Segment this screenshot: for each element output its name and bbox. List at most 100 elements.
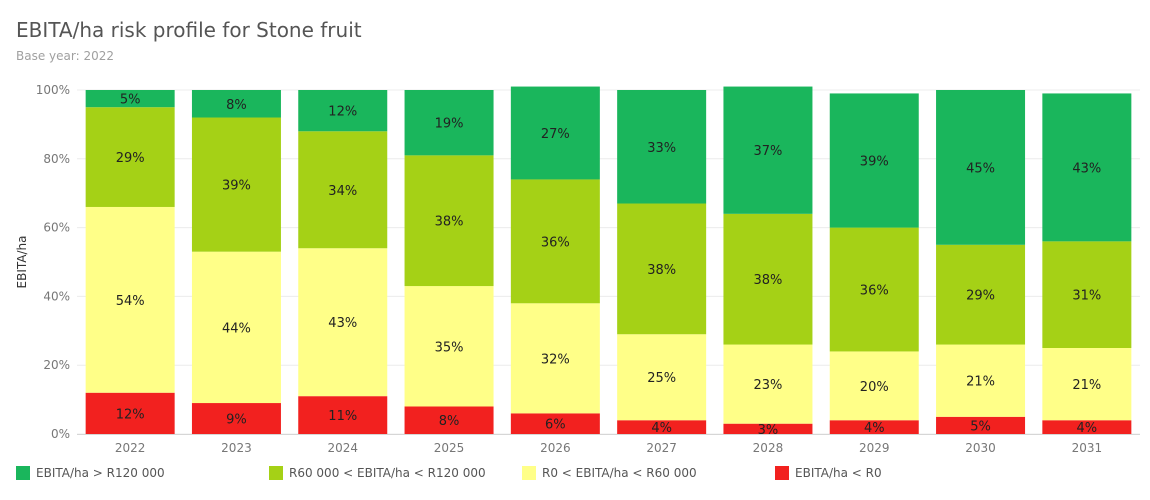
- bar-segment: [1042, 93, 1132, 242]
- bar-segment: [298, 131, 388, 249]
- bar-segment: [298, 248, 388, 397]
- data-label: 19%: [435, 117, 464, 132]
- data-label: 33%: [647, 141, 676, 156]
- data-label: 4%: [864, 421, 885, 436]
- bar-segment: [404, 90, 494, 156]
- bar-segment: [936, 244, 1026, 345]
- data-label: 43%: [328, 316, 357, 331]
- data-label: 21%: [966, 375, 995, 390]
- legend-item-gt-r120000[interactable]: EBITA/ha > R120 000: [16, 466, 165, 480]
- data-label: 12%: [116, 407, 145, 422]
- x-tick-label: 2026: [540, 441, 571, 455]
- data-label: 31%: [1072, 289, 1101, 304]
- bar-segment: [85, 206, 175, 393]
- x-tick-label: 2025: [434, 441, 465, 455]
- bar-segment: [936, 90, 1026, 245]
- bar-segment: [510, 86, 600, 180]
- y-tick-label: 80%: [43, 152, 70, 166]
- data-label: 11%: [328, 409, 357, 424]
- data-label: 27%: [541, 127, 570, 142]
- legend: EBITA/ha > R120 000 R60 000 < EBITA/ha <…: [0, 466, 1150, 486]
- bar-segment: [829, 93, 919, 228]
- legend-swatch: [775, 466, 789, 480]
- bar-segment: [829, 227, 919, 352]
- data-label: 6%: [545, 418, 566, 433]
- legend-item-lt-r0[interactable]: EBITA/ha < R0: [775, 466, 882, 480]
- bar-segment: [510, 179, 600, 304]
- data-label: 39%: [860, 155, 889, 170]
- bar-segment: [191, 403, 281, 434]
- x-tick-label: 2027: [646, 441, 677, 455]
- data-label: 3%: [758, 423, 779, 438]
- legend-item-r0-r60000[interactable]: R0 < EBITA/ha < R60 000: [522, 466, 697, 480]
- data-label: 29%: [966, 289, 995, 304]
- y-tick-label: 0%: [51, 427, 70, 441]
- legend-item-r60000-r120000[interactable]: R60 000 < EBITA/ha < R120 000: [269, 466, 486, 480]
- bar-segment: [85, 90, 175, 108]
- chart-title: EBITA/ha risk profile for Stone fruit: [16, 18, 362, 42]
- data-label: 38%: [647, 263, 676, 278]
- bar-segment: [191, 251, 281, 404]
- data-label: 4%: [651, 421, 672, 436]
- bar-segment: [723, 86, 813, 214]
- bar-segment: [404, 286, 494, 407]
- data-label: 9%: [226, 413, 247, 428]
- data-label: 54%: [116, 294, 145, 309]
- bar-segment: [617, 334, 707, 421]
- bar-segment: [617, 203, 707, 335]
- data-label: 38%: [753, 273, 782, 288]
- stacked-bar-chart: 12% 54% 29% 5% 9% 44% 39% 8% 11% 43% 34% 12% 8% 35% 38…: [15, 83, 1140, 455]
- data-label: 43%: [1072, 161, 1101, 176]
- y-tick-label: 20%: [43, 358, 70, 372]
- x-tick-label: 2031: [1072, 441, 1103, 455]
- data-label: 34%: [328, 184, 357, 199]
- bar-segment: [723, 213, 813, 345]
- x-tick-label: 2028: [753, 441, 784, 455]
- legend-swatch: [522, 466, 536, 480]
- data-label: 5%: [120, 93, 141, 108]
- bar-segment: [1042, 348, 1132, 421]
- bar-segment: [85, 107, 175, 207]
- x-tick-label: 2023: [221, 441, 252, 455]
- data-label: 5%: [970, 419, 991, 434]
- bar-segment: [617, 420, 707, 434]
- bar-segment: [404, 155, 494, 287]
- bar-segment: [1042, 420, 1132, 434]
- bar-segment: [191, 90, 281, 118]
- bar-segment: [298, 396, 388, 434]
- legend-label: R0 < EBITA/ha < R60 000: [542, 466, 697, 480]
- data-labels: 12% 54% 29% 5% 9% 44% 39% 8% 11% 43% 34% 12% 8% 35% 38…: [116, 93, 1102, 438]
- data-label: 39%: [222, 179, 251, 194]
- data-label: 38%: [435, 215, 464, 230]
- legend-label: EBITA/ha > R120 000: [36, 466, 165, 480]
- data-label: 25%: [647, 371, 676, 386]
- data-label: 29%: [116, 151, 145, 166]
- bar-segment: [298, 90, 388, 132]
- bar-segment: [510, 413, 600, 434]
- x-tick-label: 2029: [859, 441, 890, 455]
- bar-segment: [936, 416, 1026, 434]
- data-label: 12%: [328, 105, 357, 120]
- bar-segment: [191, 117, 281, 252]
- legend-label: EBITA/ha < R0: [795, 466, 882, 480]
- bar-segment: [829, 420, 919, 434]
- bar-segment: [510, 303, 600, 414]
- bar-segment: [617, 90, 707, 204]
- data-label: 20%: [860, 380, 889, 395]
- data-label: 44%: [222, 321, 251, 336]
- x-tick-label: 2022: [115, 441, 146, 455]
- x-tick-label: 2024: [327, 441, 358, 455]
- x-tick-label: 2030: [965, 441, 996, 455]
- data-label: 8%: [226, 98, 247, 113]
- bars: [85, 86, 1132, 434]
- bar-segment: [404, 406, 494, 434]
- y-axis-label: EBITA/ha: [15, 236, 29, 289]
- data-label: 45%: [966, 161, 995, 176]
- y-tick-label: 40%: [43, 289, 70, 303]
- axes: 0% 20% 40% 60% 80% 100% EBITA/ha 2022 2023 2024 20…: [15, 83, 1140, 455]
- data-label: 8%: [439, 414, 460, 429]
- y-tick-label: 60%: [43, 221, 70, 235]
- data-label: 36%: [860, 284, 889, 299]
- bar-segment: [723, 423, 813, 434]
- data-label: 32%: [541, 352, 570, 367]
